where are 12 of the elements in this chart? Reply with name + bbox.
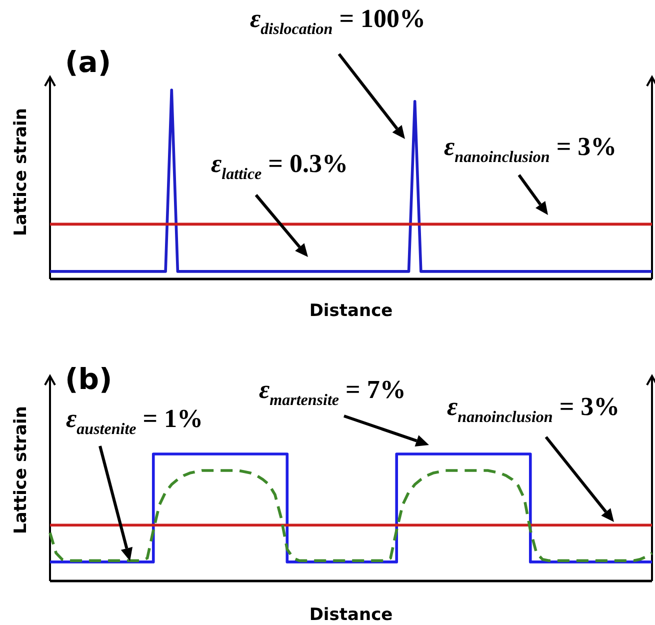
y-axis-title: Lattice strain: [11, 108, 31, 236]
chart-title: (b): [65, 362, 112, 396]
chart-title: (a): [65, 45, 112, 79]
text: ε$_{dislocation}$ = 100%: [250, 4, 426, 38]
y-axis-title: Lattice strain: [11, 406, 31, 534]
x-axis-title: Distance: [309, 605, 393, 625]
text: ε$_{martensite}$ = 7%: [259, 375, 406, 410]
x-axis-title: Distance: [309, 301, 393, 321]
annotation: ε$_{nanoinclusion}$ = 3%: [444, 132, 617, 166]
annotation: ε$_{lattice}$ = 0.3%: [211, 149, 348, 184]
text: ε$_{nanoinclusion}$ = 3%: [447, 392, 620, 426]
text: ε$_{austenite}$ = 1%: [66, 404, 204, 438]
